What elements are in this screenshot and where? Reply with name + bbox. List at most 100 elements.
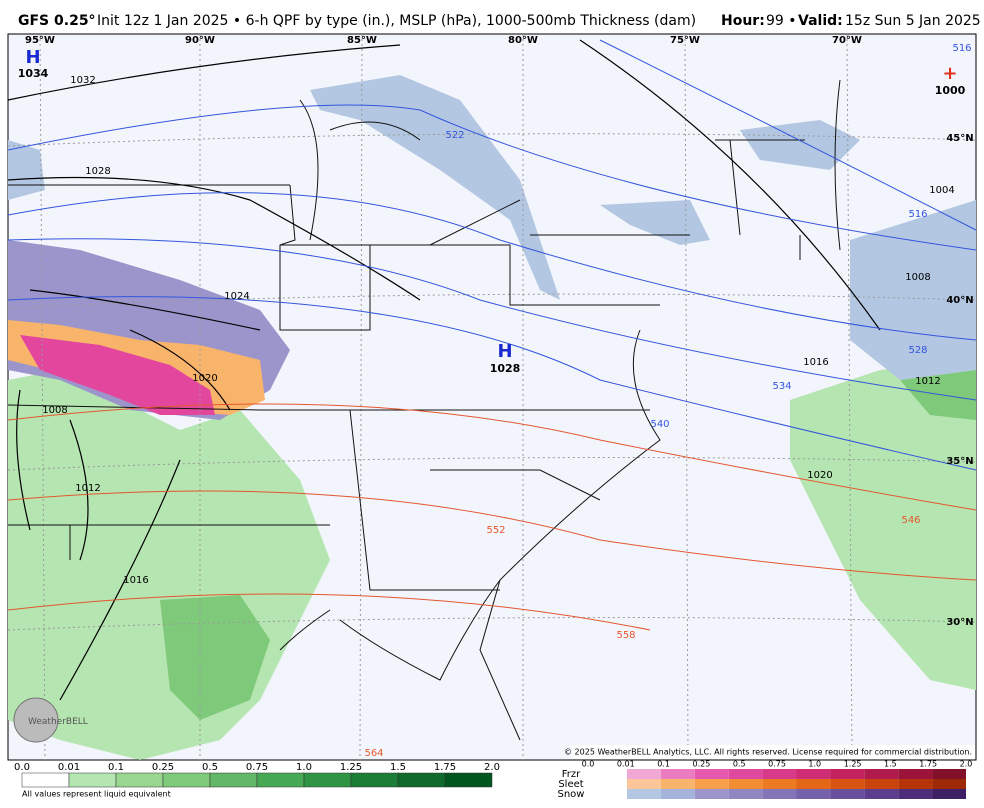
longitude-label: 95°W [25, 35, 55, 46]
thickness-label: 528 [908, 345, 927, 356]
frzr-area [20, 335, 215, 415]
legend-swatch [162, 772, 211, 788]
type-swatch [864, 769, 899, 779]
legend-scale-label: 0.1 [108, 762, 124, 773]
copyright-bg [572, 745, 975, 759]
legend-swatch [68, 772, 117, 788]
legend-swatch [397, 772, 446, 788]
hour-label: Hour: [721, 13, 765, 29]
type-swatch [660, 769, 695, 779]
type-scale-label: 1.5 [884, 760, 897, 769]
logo-text: WeatherBELL [28, 717, 88, 727]
longitude-label: 75°W [670, 35, 700, 46]
type-label: Frzr [562, 769, 581, 780]
rain-area [160, 595, 270, 720]
type-scale-label: 2.0 [960, 760, 973, 769]
legend-swatch [350, 772, 399, 788]
type-swatch [898, 769, 933, 779]
type-swatch [864, 779, 899, 789]
type-scale-label: 0.5 [733, 760, 746, 769]
legend-scale-label: 0.5 [202, 762, 218, 773]
logo: WeatherBELL [13, 697, 88, 743]
description: Init 12z 1 Jan 2025 • 6-h QPF by type (i… [97, 13, 696, 29]
type-scale-label: 0.25 [692, 760, 710, 769]
thickness-label: 564 [364, 748, 383, 759]
type-swatch [796, 789, 831, 799]
type-swatch [627, 769, 661, 779]
legend: All values represent liquid equivalent [22, 790, 171, 799]
legend-swatch [115, 772, 164, 788]
type-scale-label: 0.1 [657, 760, 670, 769]
type-swatch [932, 769, 966, 779]
legend-scale-label: 1.25 [340, 762, 362, 773]
isobar-label: 1008 [905, 272, 930, 283]
type-swatch [694, 779, 729, 789]
thickness-label: 516 [952, 43, 971, 54]
type-label: Sleet [558, 779, 583, 790]
type-swatch [694, 789, 729, 799]
isobar-label: 1020 [192, 373, 217, 384]
pressure-value: 1034 [18, 67, 49, 80]
type-swatch [660, 789, 695, 799]
type-swatch [830, 789, 865, 799]
longitude-label: 90°W [185, 35, 215, 46]
type-scale-label: 0.75 [768, 760, 786, 769]
rain-area [900, 370, 976, 420]
isobar-label: 1032 [70, 75, 95, 86]
copyright: © 2025 WeatherBELL Analytics, LLC. All r… [564, 748, 972, 757]
longitude-label: 85°W [347, 35, 377, 46]
borders [7, 79, 841, 741]
longitude-label: 70°W [832, 35, 862, 46]
type-swatch [898, 789, 933, 799]
legend-scale-label: 1.5 [390, 762, 406, 773]
type-swatch [864, 789, 899, 799]
type-swatch [762, 769, 797, 779]
pressure-symbol: H [497, 341, 512, 362]
isobar-label: 1016 [123, 575, 148, 586]
thickness-warm [7, 403, 977, 631]
type-swatch [627, 779, 661, 789]
type-swatch [627, 789, 661, 799]
type-scale-label: 0.01 [617, 760, 635, 769]
pressure-symbol: H [25, 47, 40, 68]
type-scale-label: 1.0 [808, 760, 821, 769]
thickness-label: 546 [901, 515, 920, 526]
type-swatch [932, 779, 966, 789]
rain-area [790, 360, 976, 690]
isobars [7, 39, 881, 701]
type-swatch [830, 769, 865, 779]
legend-swatch [21, 772, 70, 788]
thickness-label: 540 [650, 419, 669, 430]
thickness-label: 522 [445, 130, 464, 141]
type-swatch [762, 779, 797, 789]
type-swatch [762, 789, 797, 799]
longitude-label: 80°W [508, 35, 538, 46]
thickness-label: 552 [486, 525, 505, 536]
valid-label: Valid: [798, 13, 843, 29]
isobar-label: 1004 [929, 185, 954, 196]
type-scale-label: 0.0 [582, 760, 595, 769]
isobar-label: 1012 [75, 483, 100, 494]
isobar-label: 1020 [807, 470, 832, 481]
type-swatch [898, 779, 933, 789]
legend-note: All values represent liquid equivalent [22, 790, 171, 799]
type-swatch [660, 779, 695, 789]
map-area: WeatherBELL © 2025 WeatherBELL Analytics… [7, 33, 977, 761]
type-swatch [728, 789, 763, 799]
legend-scale-label: 0.25 [152, 762, 174, 773]
thickness-label: 558 [616, 630, 635, 641]
type-label: Snow [558, 789, 585, 800]
isobar-label: 1012 [915, 376, 940, 387]
latitude-label: 40°N [946, 295, 973, 306]
pressure-value: 1028 [490, 362, 521, 375]
pressure-symbol: + [942, 63, 957, 84]
hour: 99 • [766, 13, 797, 29]
legend-swatch [209, 772, 258, 788]
isobar-label: 1008 [42, 405, 67, 416]
legend-swatch [256, 772, 305, 788]
legend-scale-label: 0.01 [58, 762, 80, 773]
legend-scale-label: 0.0 [14, 762, 30, 773]
type-swatch [796, 779, 831, 789]
